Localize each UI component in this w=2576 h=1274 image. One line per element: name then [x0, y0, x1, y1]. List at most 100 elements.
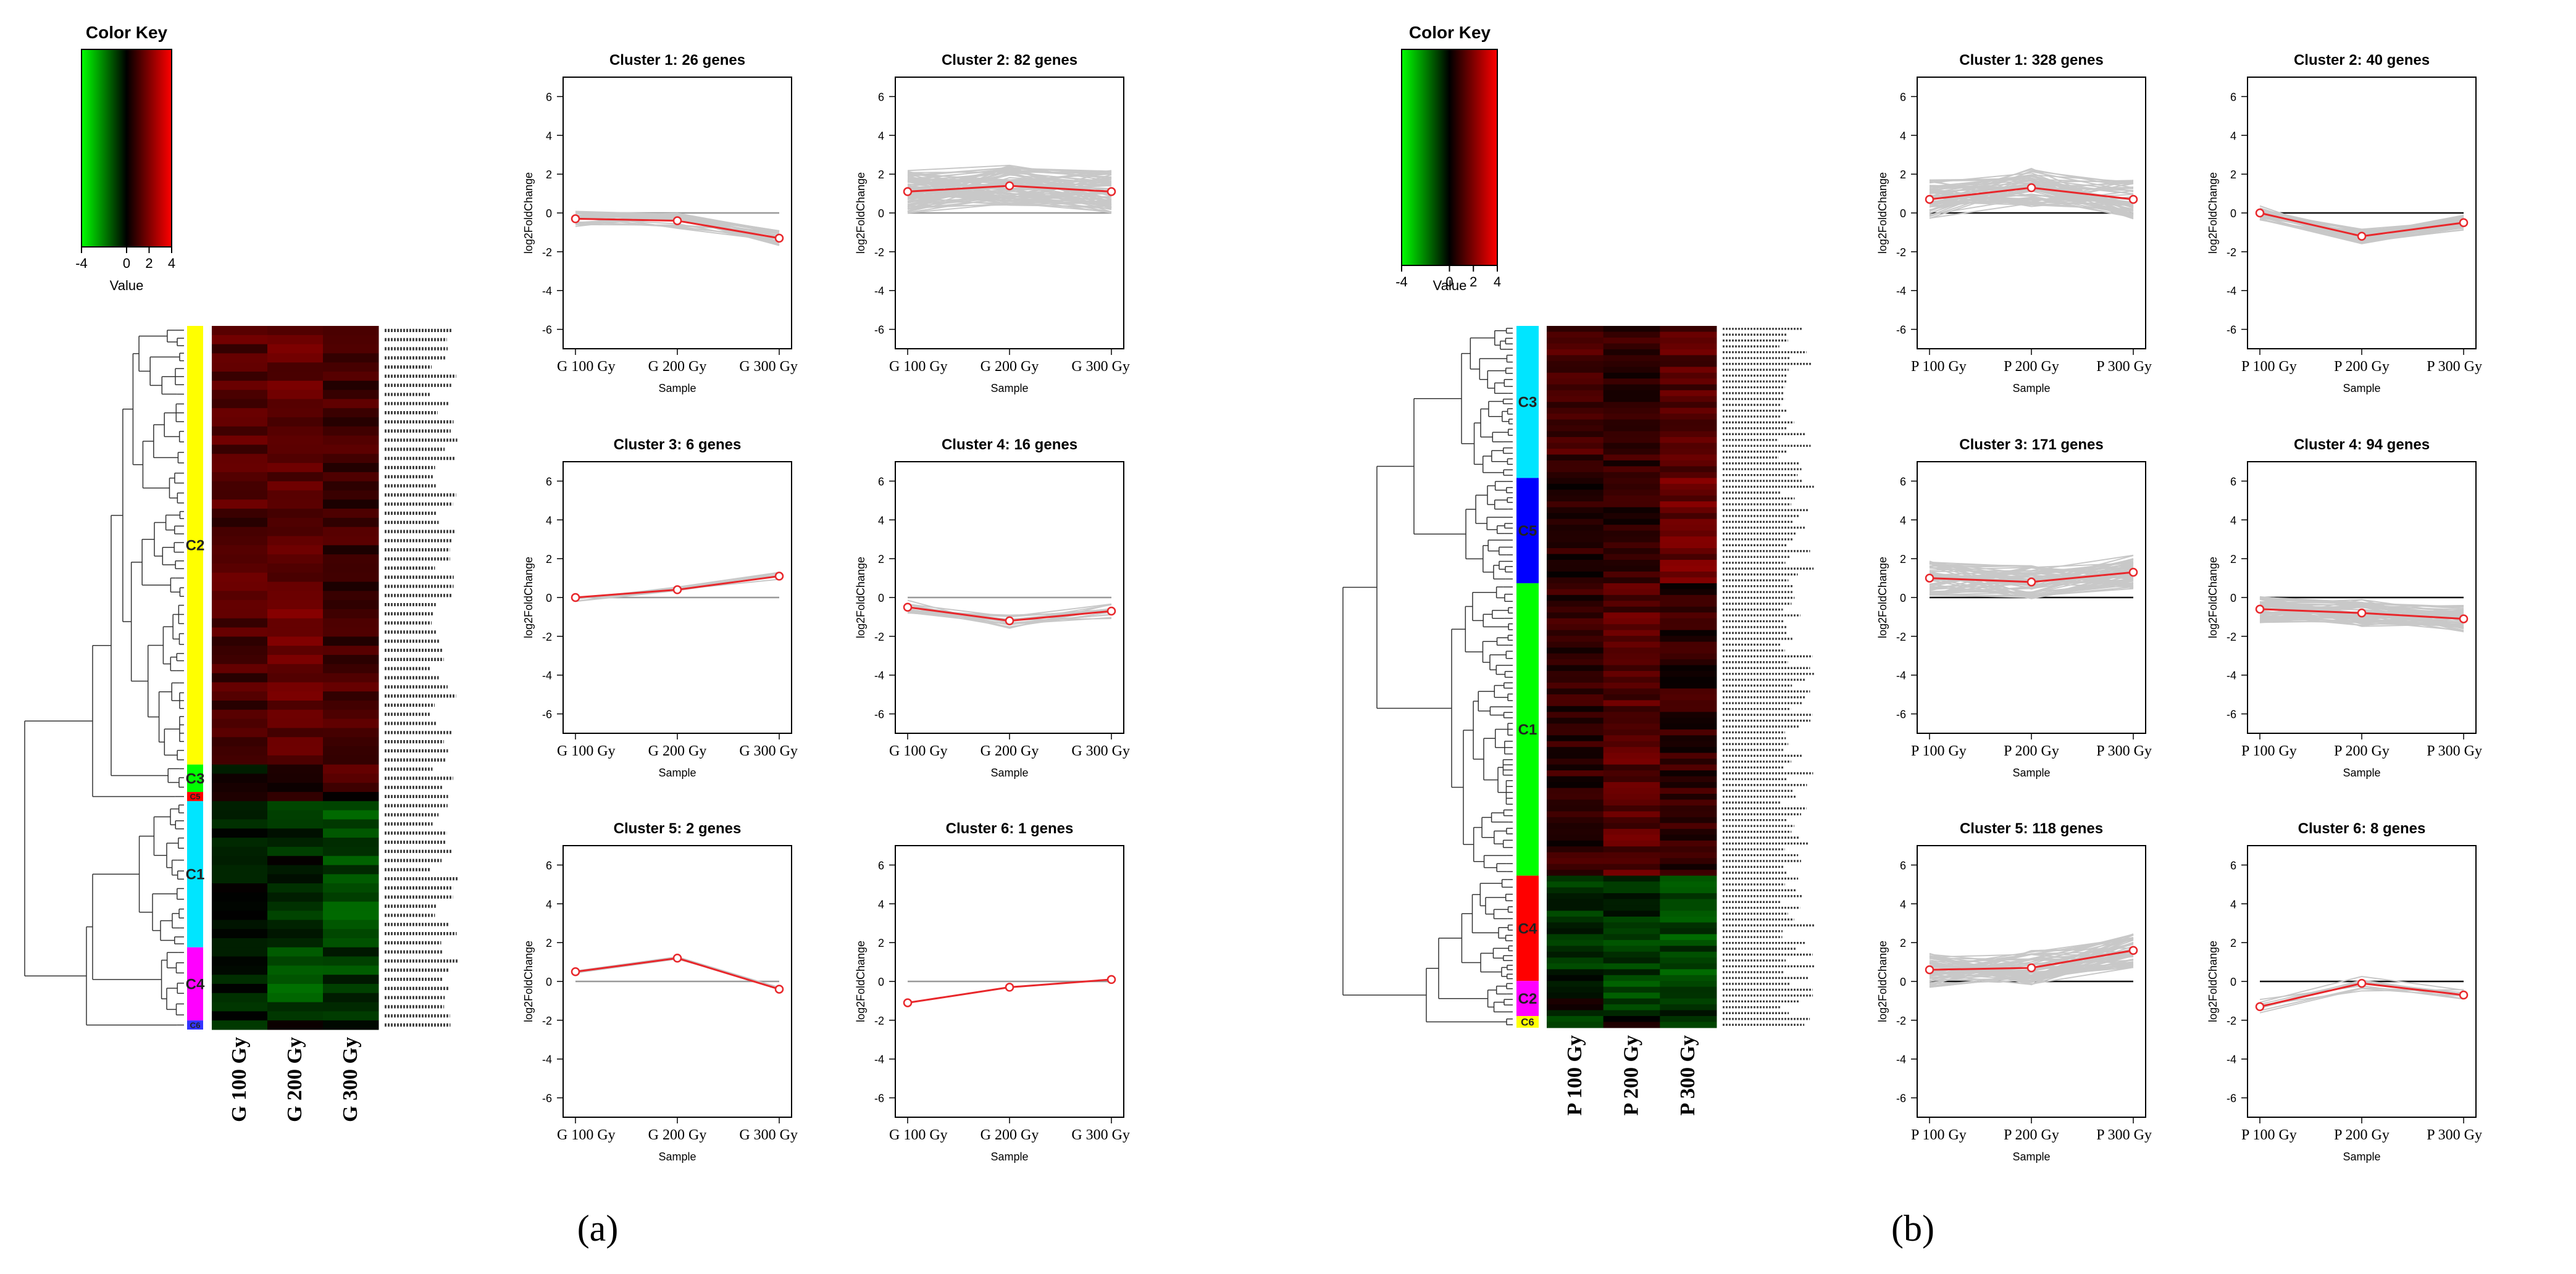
x-tick-label: G 200 Gy [981, 359, 1039, 375]
heatmap-cell [267, 846, 324, 857]
heatmap-cell [212, 810, 268, 820]
plot-title: Cluster 4: 94 genes [2294, 436, 2430, 453]
heatmap-cell [1660, 630, 1717, 636]
heatmap-cell [1603, 764, 1660, 771]
mean-point [571, 593, 580, 602]
heatmap-cell [212, 846, 268, 857]
heatmap-cell [1547, 560, 1604, 566]
y-tick-label: 0 [2230, 592, 2236, 604]
heatmap-cell [212, 380, 268, 391]
heatmap-cell [323, 819, 379, 829]
heatmap-cell [323, 947, 379, 957]
heatmap-cell [212, 828, 268, 838]
cluster-label: C2 [186, 538, 205, 554]
y-tick-label: -2 [2227, 1015, 2236, 1027]
gene-profile-line [2259, 596, 2464, 622]
heatmap-cell [1603, 525, 1660, 531]
y-tick-label: -4 [1896, 285, 1906, 298]
heatmap-cell [267, 975, 324, 985]
heatmap-cell [323, 975, 379, 985]
heatmap-cell [212, 865, 268, 875]
heatmap-cell [1660, 360, 1717, 367]
mean-point [2128, 194, 2138, 204]
heatmap-cell [212, 554, 268, 564]
mean-point [1106, 606, 1116, 616]
x-tick-label: P 100 Gy [1911, 1127, 1967, 1143]
heatmap-cell [212, 527, 268, 537]
heatmap-cell [1603, 817, 1660, 823]
heatmap-cell [323, 627, 379, 637]
heatmap-cell [1547, 741, 1604, 747]
heatmap-cell [1660, 355, 1717, 362]
heatmap-cell [1603, 542, 1660, 549]
heatmap-cell [212, 517, 268, 528]
cluster-bar-c6 [1516, 1016, 1539, 1028]
heatmap-cell [323, 883, 379, 893]
heatmap-cell [323, 682, 379, 692]
gene-profile-line [1929, 567, 2134, 596]
heatmap-cell [1603, 747, 1660, 754]
heatmap-cell [267, 353, 324, 363]
gene-profile-line [2259, 975, 2464, 1003]
y-tick-label: 0 [546, 592, 552, 604]
heatmap-cell [212, 773, 268, 783]
heatmap-cell [267, 372, 324, 381]
heatmap-cell [1603, 501, 1660, 508]
heatmap-cell [267, 1020, 324, 1030]
x-tick-label: G 200 Gy [648, 1127, 707, 1143]
gene-profile-line [907, 189, 1112, 214]
heatmap-cell [267, 838, 324, 847]
gene-profile-line [907, 170, 1112, 206]
gene-profile-line [1929, 573, 2134, 597]
heatmap-cell [1603, 489, 1660, 496]
y-axis-label: log2FoldChange [855, 557, 867, 638]
heatmap-cell [212, 819, 268, 829]
cluster-bar-c2 [1516, 981, 1539, 1017]
heatmap-cell [1547, 466, 1604, 473]
heatmap-cell [1603, 431, 1660, 438]
heatmap-cell [1660, 437, 1717, 443]
heatmap-cell [267, 380, 324, 391]
heatmap-cell [212, 335, 268, 345]
heatmap-cell [1660, 712, 1717, 718]
heatmap-cell [267, 746, 324, 756]
heatmap-cell [323, 444, 379, 454]
heatmap-b: Color Key -4 0 2 4 Value C3 C5 C1 C4 C2 C6 P 100… [1342, 23, 1934, 1249]
heatmap-cell [267, 463, 324, 473]
heatmap-cell [323, 764, 379, 774]
heatmap-cell [1547, 624, 1604, 631]
heatmap-cell [1547, 548, 1604, 555]
heatmap-cell [323, 892, 379, 902]
y-tick-label: -6 [2227, 709, 2236, 721]
heatmap-cell [1547, 747, 1604, 754]
heatmap-cell [1603, 419, 1660, 426]
y-tick-label: 2 [2230, 169, 2236, 181]
heatmap-cell [323, 1020, 379, 1030]
heatmap-cell [1603, 601, 1660, 607]
heatmap-cell [267, 764, 324, 774]
heatmap-cell [1547, 782, 1604, 789]
y-tick-label: 0 [546, 207, 552, 220]
heatmap-cell [1547, 414, 1604, 420]
y-tick-label: 2 [546, 937, 552, 949]
heatmap-cell [323, 691, 379, 701]
cluster-bar-c5 [1516, 478, 1539, 583]
heatmap-cell [323, 846, 379, 857]
heatmap-cell [1660, 846, 1717, 853]
heatmap-cell [323, 435, 379, 445]
heatmap-cell [212, 627, 268, 637]
cluster-plot: Cluster 5: 2 genes -6 -4 -2 0 2 4 6 log2FoldChan… [522, 820, 798, 1163]
heatmap-cell [1547, 577, 1604, 584]
heatmap-cell [1660, 852, 1717, 859]
heatmap-cell [1547, 986, 1604, 993]
heatmap-cell [1603, 483, 1660, 490]
heatmap-cell [212, 636, 268, 646]
heatmap-cell [212, 435, 268, 445]
x-tick-label: P 300 Gy [2427, 359, 2482, 375]
heatmap-cell [1660, 542, 1717, 549]
heatmap-cell [1660, 969, 1717, 976]
heatmap-cell [1603, 840, 1660, 847]
heatmap-cell [1547, 735, 1604, 742]
heatmap-cell [1603, 437, 1660, 443]
heatmap-cell [1547, 905, 1604, 911]
